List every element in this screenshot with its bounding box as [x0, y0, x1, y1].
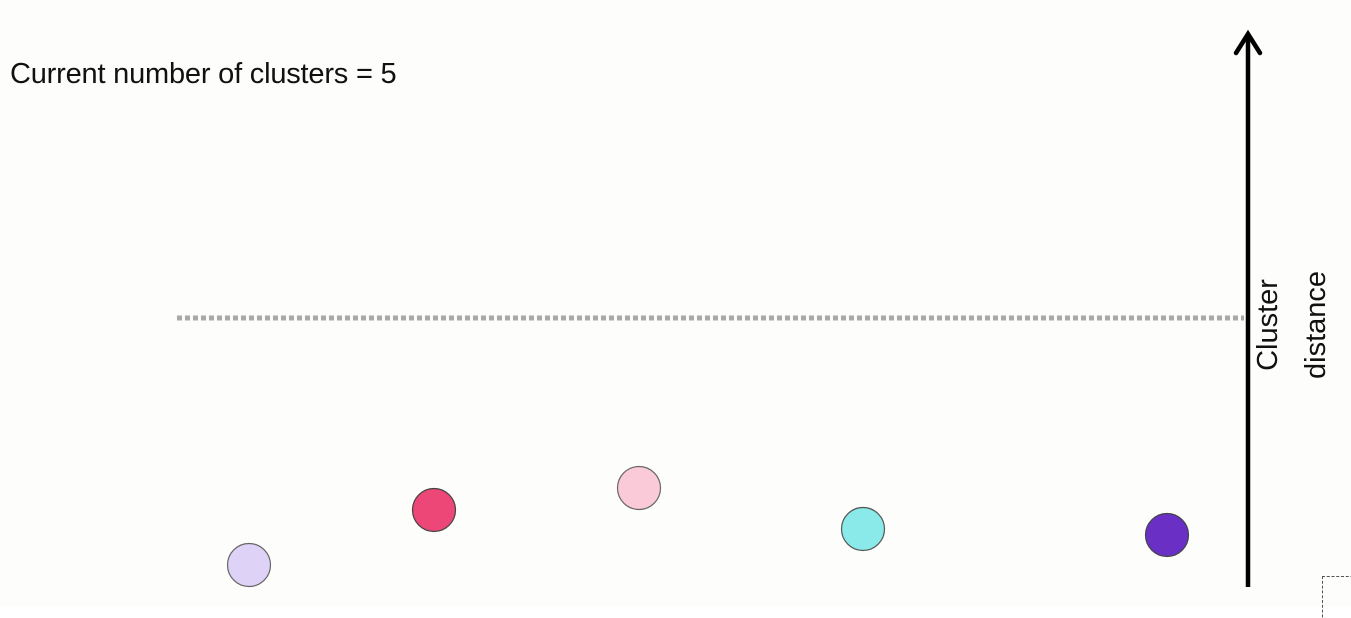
cluster-count-heading: Current number of clusters = 5 — [10, 58, 397, 90]
axis-label-line-1: Cluster — [1252, 279, 1284, 371]
cluster-point-4 — [840, 506, 886, 552]
cluster-point-1 — [226, 542, 272, 588]
cluster-distance-axis-label: Cluster distance — [1244, 271, 1340, 379]
cluster-point-3 — [616, 465, 662, 511]
corner-marker — [1322, 576, 1351, 618]
axis-label-line-2: distance — [1300, 270, 1332, 380]
bottom-band — [0, 606, 1351, 618]
cluster-point-5 — [1144, 512, 1190, 558]
cluster-point-2 — [411, 487, 457, 533]
axis-arrowhead-icon — [1233, 29, 1263, 56]
